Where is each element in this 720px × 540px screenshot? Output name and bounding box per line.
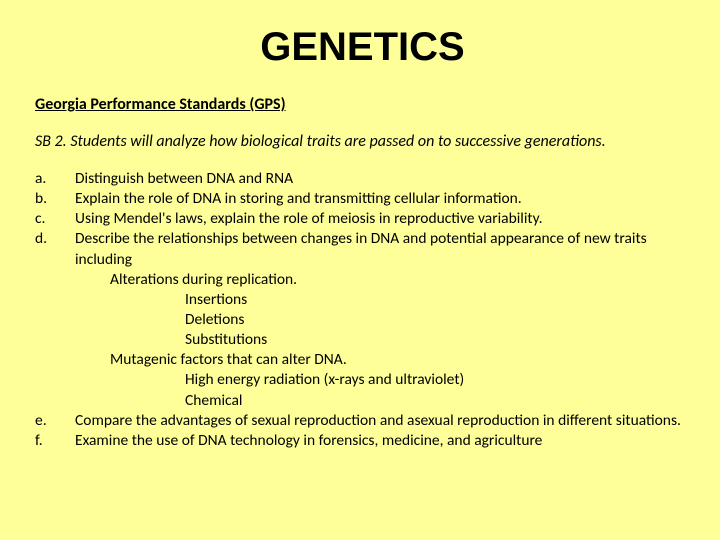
- item-label: [35, 270, 75, 290]
- subitem-text: Alterations during replication.: [75, 270, 690, 290]
- list-item: e. Compare the advantages of sexual repr…: [35, 411, 690, 431]
- item-label: [35, 350, 75, 370]
- item-label: [35, 290, 75, 310]
- list-item: d. Describe the relationships between ch…: [35, 229, 690, 269]
- item-label: e.: [35, 411, 75, 431]
- item-label: b.: [35, 189, 75, 209]
- subitem-text: High energy radiation (x-rays and ultrav…: [75, 370, 690, 390]
- subitem-text: Chemical: [75, 391, 690, 411]
- item-label: [35, 391, 75, 411]
- item-label: [35, 310, 75, 330]
- list-subitem: Deletions: [35, 310, 690, 330]
- list-subitem: Chemical: [35, 391, 690, 411]
- item-label: [35, 370, 75, 390]
- item-label: a.: [35, 169, 75, 189]
- page-title: GENETICS: [35, 25, 690, 70]
- items-list: a. Distinguish between DNA and RNA b. Ex…: [35, 169, 690, 451]
- item-label: c.: [35, 209, 75, 229]
- list-subitem: Substitutions: [35, 330, 690, 350]
- item-text: Using Mendel's laws, explain the role of…: [75, 209, 690, 229]
- list-item: f. Examine the use of DNA technology in …: [35, 431, 690, 451]
- subitem-text: Insertions: [75, 290, 690, 310]
- list-item: b. Explain the role of DNA in storing an…: [35, 189, 690, 209]
- item-text: Compare the advantages of sexual reprodu…: [75, 411, 690, 431]
- item-text: Describe the relationships between chang…: [75, 229, 690, 269]
- subitem-text: Substitutions: [75, 330, 690, 350]
- list-subitem: Mutagenic factors that can alter DNA.: [35, 350, 690, 370]
- list-item: c. Using Mendel's laws, explain the role…: [35, 209, 690, 229]
- list-item: a. Distinguish between DNA and RNA: [35, 169, 690, 189]
- standard-text: SB 2. Students will analyze how biologic…: [35, 132, 690, 151]
- list-subitem: Alterations during replication.: [35, 270, 690, 290]
- item-label: f.: [35, 431, 75, 451]
- subitem-text: Deletions: [75, 310, 690, 330]
- item-label: d.: [35, 229, 75, 269]
- item-text: Distinguish between DNA and RNA: [75, 169, 690, 189]
- item-text: Explain the role of DNA in storing and t…: [75, 189, 690, 209]
- item-text: Examine the use of DNA technology in for…: [75, 431, 690, 451]
- item-label: [35, 330, 75, 350]
- list-subitem: Insertions: [35, 290, 690, 310]
- subtitle: Georgia Performance Standards (GPS): [35, 95, 690, 114]
- subitem-text: Mutagenic factors that can alter DNA.: [75, 350, 690, 370]
- list-subitem: High energy radiation (x-rays and ultrav…: [35, 370, 690, 390]
